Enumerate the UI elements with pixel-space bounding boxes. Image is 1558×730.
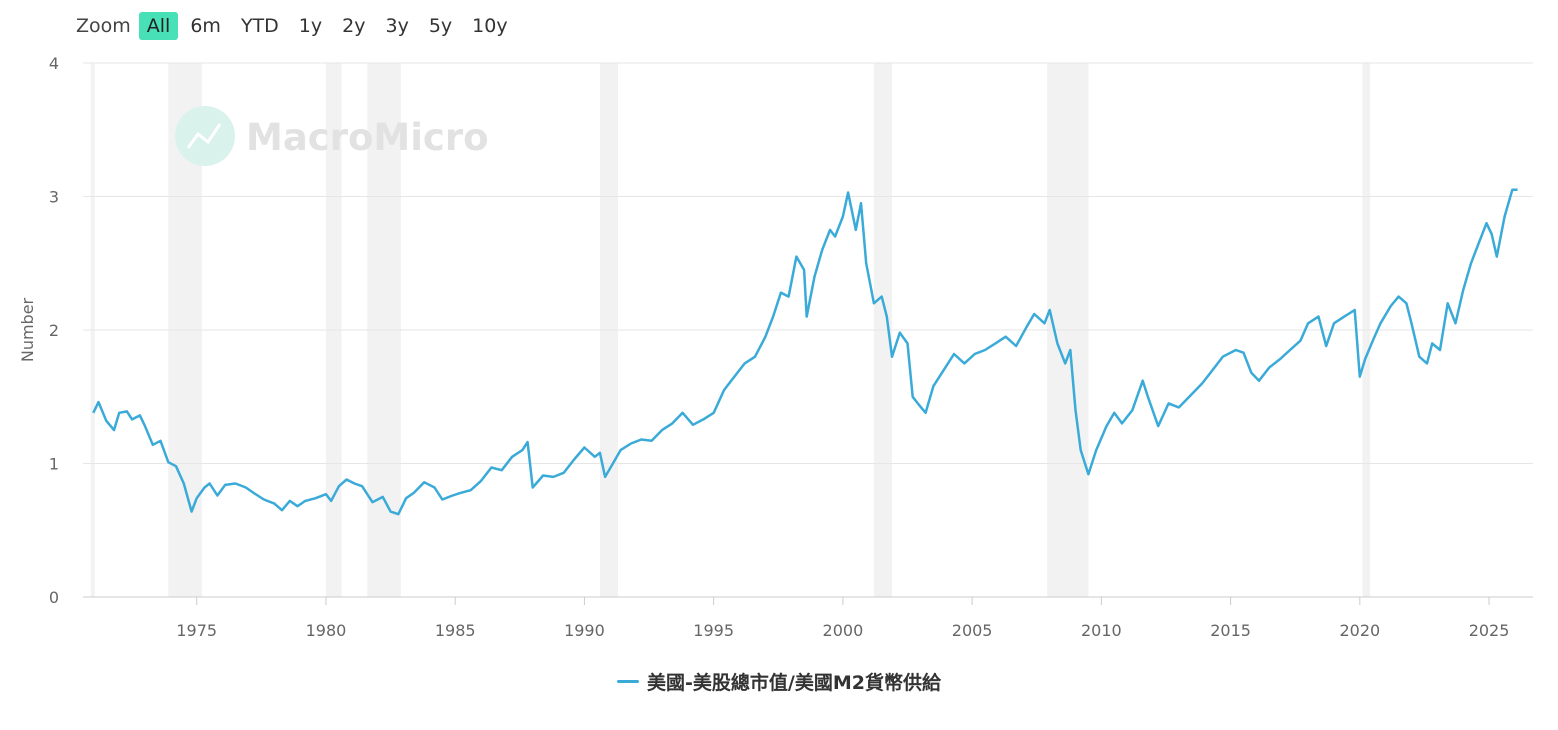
- y-tick-label: 1: [49, 455, 59, 474]
- zoom-ytd-button[interactable]: YTD: [240, 15, 279, 37]
- watermark-logo-icon: [175, 106, 235, 166]
- y-axis-label: Number: [18, 297, 37, 362]
- x-tick-label: 1975: [176, 621, 217, 640]
- zoom-10y-button[interactable]: 10y: [472, 15, 508, 37]
- y-tick-label: 4: [49, 54, 59, 73]
- zoom-label: Zoom: [76, 15, 131, 37]
- zoom-3y-button[interactable]: 3y: [385, 15, 409, 37]
- y-tick-label: 0: [49, 588, 59, 607]
- zoom-6m-button[interactable]: 6m: [190, 15, 221, 37]
- x-tick-label: 2005: [952, 621, 993, 640]
- watermark-chart-icon: [186, 123, 222, 149]
- x-tick-label: 1990: [564, 621, 605, 640]
- x-tick-label: 1995: [693, 621, 734, 640]
- series-layer: [92, 188, 1518, 516]
- watermark: MacroMicro: [175, 106, 489, 166]
- y-axis: 0 1 2 3 4: [49, 54, 59, 607]
- x-tick-label: 1985: [435, 621, 476, 640]
- grid-lines: [83, 62, 1533, 598]
- x-axis: 1975 1980 1985 1990 1995 2000 2005 2010 2015 2020…: [176, 597, 1509, 640]
- x-tick-label: 2025: [1469, 621, 1510, 640]
- x-tick-label: 2010: [1081, 621, 1122, 640]
- y-tick-label: 3: [49, 188, 59, 207]
- watermark-text: MacroMicro: [246, 116, 489, 159]
- zoom-1y-button[interactable]: 1y: [298, 15, 323, 37]
- line-chart[interactable]: MacroMicro 1975 1980 1985 1990 1995 2000 2005 2…: [0, 0, 1558, 660]
- legend-swatch: [617, 680, 640, 683]
- x-tick-label: 1980: [306, 621, 347, 640]
- zoom-2y-button[interactable]: 2y: [342, 15, 366, 37]
- zoom-all-button[interactable]: All: [138, 12, 179, 40]
- legend-series-name[interactable]: 美國-美股總市值/美國M2貨幣供給: [647, 672, 941, 694]
- x-tick-label: 2015: [1210, 621, 1251, 640]
- series-line-0[interactable]: [92, 188, 1518, 516]
- zoom-5y-button[interactable]: 5y: [428, 15, 453, 37]
- legend: 美國-美股總市值/美國M2貨幣供給: [0, 668, 1558, 695]
- y-tick-label: 2: [49, 321, 59, 340]
- zoom-bar: Zoom All 6m YTD 1y 2y 3y 5y 10y: [76, 10, 520, 42]
- x-tick-label: 2000: [823, 621, 864, 640]
- x-tick-label: 2020: [1339, 621, 1380, 640]
